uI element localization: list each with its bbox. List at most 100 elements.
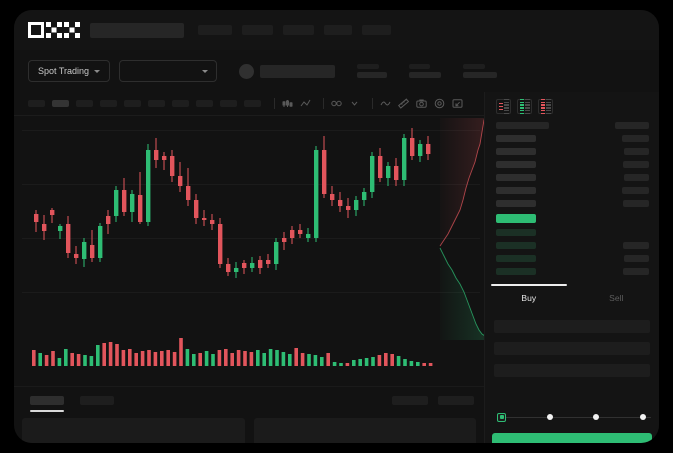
tab-sell[interactable]: Sell [573, 284, 660, 312]
ruler-icon[interactable] [397, 97, 410, 110]
candle-body [258, 260, 263, 268]
camera-icon[interactable] [415, 97, 428, 110]
volume-bar [211, 354, 215, 366]
order-price-field[interactable] [494, 320, 650, 333]
candle-body [370, 156, 375, 192]
timeframe-button-5[interactable] [124, 100, 141, 107]
candle-body [186, 186, 191, 200]
stat-24h-volume-value [463, 72, 498, 78]
orderbook-mode-buy[interactable] [517, 98, 532, 115]
volume-bar [307, 354, 311, 366]
orderbook-last-price [496, 214, 536, 223]
orderbook-mode-both[interactable] [496, 98, 511, 115]
timeframe-button-3[interactable] [76, 100, 93, 107]
ask-row-6-price[interactable] [496, 200, 536, 207]
bid-row-2-amount [623, 242, 649, 249]
ask-row-3-price[interactable] [496, 161, 536, 168]
bottom-panel-positions[interactable] [22, 418, 245, 443]
chevron-down-icon[interactable] [348, 97, 361, 110]
timeframe-button-7[interactable] [172, 100, 189, 107]
volume-bar [364, 358, 369, 366]
volume-bar [320, 357, 324, 366]
timeframe-button-8[interactable] [196, 100, 213, 107]
ask-row-1-price[interactable] [496, 135, 536, 142]
bottom-panel-assets[interactable] [253, 418, 476, 443]
gridline-1 [22, 184, 480, 185]
nav-item-2[interactable] [242, 25, 273, 35]
bid-row-4-price[interactable] [496, 268, 536, 275]
order-amount-field[interactable] [494, 342, 650, 355]
candle-body [266, 260, 271, 264]
candle-body [394, 166, 399, 180]
volume-bar [96, 345, 100, 366]
candle-body [226, 264, 231, 272]
price-chart-panel[interactable] [14, 116, 484, 386]
candle-body [218, 224, 223, 264]
stat-24h-high-value [409, 72, 442, 78]
candlestick-series [34, 128, 431, 278]
nav-item-1[interactable] [198, 25, 232, 35]
orderbook-rows[interactable] [485, 122, 659, 282]
bid-row-1-price[interactable] [496, 229, 536, 236]
candle-body [138, 195, 143, 222]
bottom-action-1[interactable] [392, 396, 428, 405]
step-2[interactable] [546, 414, 553, 420]
logo-glyph-x [64, 22, 80, 38]
volume-bar [198, 353, 202, 366]
candle-body [410, 138, 415, 156]
line-chart-icon[interactable] [299, 97, 312, 110]
order-total-field[interactable] [494, 364, 650, 377]
candle-body [114, 190, 119, 216]
volume-bar [160, 351, 164, 366]
ask-row-2-price[interactable] [496, 148, 536, 155]
nav-item-4[interactable] [324, 25, 352, 35]
primary-cta-button[interactable] [492, 433, 652, 443]
nav-item-5[interactable] [362, 25, 391, 35]
ask-rows-icon [541, 98, 545, 115]
volume-bar [262, 353, 266, 366]
volume-bar [57, 358, 62, 366]
candle-body [34, 214, 39, 222]
wave-chart-icon[interactable] [379, 97, 392, 110]
nav-item-3[interactable] [283, 25, 314, 35]
step-3[interactable] [593, 414, 600, 420]
okx-logo[interactable] [28, 22, 80, 38]
step-1[interactable] [497, 412, 506, 422]
indicators-icon[interactable] [330, 97, 343, 110]
volume-bar [294, 348, 298, 366]
bid-row-2-price[interactable] [496, 242, 536, 249]
timeframe-button-9[interactable] [220, 100, 237, 107]
bid-row-4-amount [623, 268, 649, 275]
trading-pair-dropdown[interactable] [119, 60, 218, 82]
timeframe-button-2[interactable] [52, 100, 69, 107]
trading-mode-dropdown[interactable]: Spot Trading [28, 60, 111, 82]
volume-bar [352, 360, 356, 366]
volume-bar [172, 352, 177, 366]
candle-body [42, 224, 47, 231]
ask-row-5-price[interactable] [496, 187, 536, 194]
bottom-tab-order-history[interactable] [80, 396, 114, 405]
volume-bar [396, 356, 401, 366]
timeframe-button-4[interactable] [100, 100, 117, 107]
volume-bar [32, 350, 36, 366]
bottom-tab-open-orders[interactable] [30, 396, 64, 412]
candle-body [58, 226, 63, 231]
orderbook-mode-sell[interactable] [538, 98, 553, 115]
app-screen: Spot Trading [14, 10, 659, 443]
orderbook-mode-switcher [485, 92, 659, 120]
candlestick-chart-icon[interactable] [281, 97, 294, 110]
ask-row-4-price[interactable] [496, 174, 536, 181]
bid-row-3-amount [624, 255, 649, 262]
timeframe-button-6[interactable] [148, 100, 165, 107]
volume-bar [358, 359, 362, 366]
tab-buy[interactable]: Buy [485, 284, 573, 312]
step-4[interactable] [639, 414, 646, 420]
global-search-input[interactable] [90, 22, 184, 38]
timeframe-button-10[interactable] [244, 100, 261, 107]
bid-row-3-price[interactable] [496, 255, 536, 262]
fullscreen-icon[interactable] [451, 97, 464, 110]
settings-gear-icon[interactable] [433, 97, 446, 110]
timeframe-button-1[interactable] [28, 100, 45, 107]
bottom-action-2[interactable] [438, 396, 474, 405]
